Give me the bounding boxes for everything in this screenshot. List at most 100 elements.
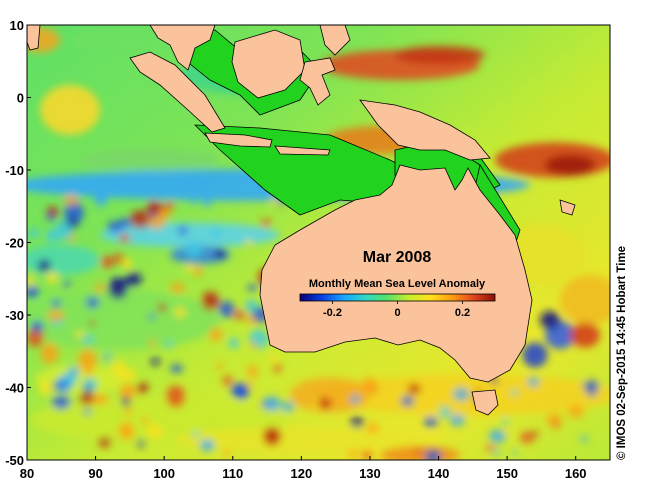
eddy-patch — [261, 396, 282, 411]
eddy-patch — [361, 377, 378, 390]
eddy-patch — [27, 285, 39, 298]
lon-tick-label: 90 — [88, 466, 102, 481]
eddy-patch — [527, 377, 540, 387]
eddy-patch — [174, 306, 186, 318]
eddy-patch — [269, 355, 280, 363]
eddy-patch — [47, 310, 65, 321]
eddy-patch — [318, 397, 332, 409]
eddy-patch — [148, 340, 157, 346]
eddy-patch — [163, 201, 174, 211]
eddy-patch — [151, 356, 160, 366]
anomaly-patch — [395, 46, 485, 64]
eddy-patch — [95, 283, 105, 293]
anomaly-patch — [27, 290, 220, 350]
eddy-patch — [46, 271, 59, 284]
eddy-patch — [453, 387, 470, 401]
lat-tick-label: -40 — [5, 381, 24, 396]
anomaly-patch — [545, 155, 595, 175]
eddy-patch — [37, 259, 51, 272]
eddy-patch — [64, 201, 84, 225]
anomaly-patch — [175, 427, 425, 453]
lon-tick-label: 110 — [222, 466, 243, 481]
land-tasmania — [471, 389, 499, 416]
eddy-patch — [86, 297, 100, 308]
eddy-patch — [347, 449, 358, 458]
eddy-patch — [62, 280, 71, 287]
eddy-patch — [349, 416, 365, 429]
eddy-patch — [63, 195, 79, 206]
eddy-patch — [504, 429, 511, 436]
credit-text: © IMOS 02-Sep-2015 14:45 Hobart Time — [616, 246, 628, 460]
eddy-patch — [88, 320, 96, 326]
colorbar — [299, 293, 496, 302]
plot-area — [27, 25, 610, 460]
eddy-patch — [193, 266, 203, 277]
land-borneo — [231, 29, 306, 99]
eddy-patch — [113, 253, 124, 265]
eddy-patch — [424, 449, 442, 460]
colorbar-tick-label: 0 — [394, 307, 400, 319]
lon-tick-label: 130 — [359, 466, 381, 481]
eddy-patch — [449, 414, 465, 427]
lat-tick-label: -20 — [5, 236, 24, 251]
eddy-patch — [349, 395, 361, 404]
eddy-patch — [247, 365, 259, 378]
eddy-patch — [210, 228, 221, 239]
anomaly-patch — [100, 222, 280, 248]
eddy-patch — [78, 349, 97, 371]
eddy-patch — [118, 422, 135, 440]
eddy-patch — [170, 283, 185, 293]
colorbar-tick-label: 0.2 — [455, 307, 470, 319]
eddy-patch — [165, 341, 173, 348]
eddy-patch — [56, 376, 71, 393]
eddy-patch — [218, 300, 235, 318]
eddy-patch — [27, 327, 45, 347]
land-philippines — [319, 25, 351, 56]
eddy-patch — [130, 210, 150, 229]
land-new-guinea — [359, 99, 491, 161]
eddy-patch — [121, 397, 131, 407]
anomaly-patch — [70, 30, 150, 50]
anomaly-patch — [80, 149, 220, 171]
eddy-patch — [228, 337, 239, 349]
eddy-patch — [247, 284, 257, 292]
land-india — [27, 25, 41, 51]
land-new-caledonia — [559, 199, 576, 216]
eddy-patch — [104, 353, 111, 361]
eddy-patch — [201, 291, 220, 311]
eddy-patch — [567, 405, 584, 418]
eddy-patch — [141, 417, 149, 425]
eddy-patch — [209, 327, 223, 341]
eddy-patch — [199, 439, 215, 452]
eddy-patch — [121, 257, 133, 270]
lon-tick-label: 140 — [428, 466, 450, 481]
lon-tick-label: 80 — [20, 466, 34, 481]
eddy-patch — [400, 395, 414, 407]
eddy-patch — [413, 448, 422, 456]
eddy-patch — [170, 364, 184, 373]
eddy-patch — [486, 444, 495, 452]
lat-tick-label: 0 — [17, 91, 24, 106]
eddy-patch — [510, 389, 519, 396]
lat-tick-label: -50 — [5, 453, 24, 468]
longitude-axis: 80 90 100 110 120 130 140 150 160 — [20, 456, 587, 481]
eddy-patch — [40, 343, 59, 365]
eddy-patch — [158, 303, 166, 312]
eddy-patch — [546, 413, 562, 426]
eddy-patch — [158, 209, 172, 218]
lon-tick-label: 100 — [153, 466, 175, 481]
eddy-patch — [185, 240, 203, 259]
eddy-patch — [501, 418, 510, 425]
eddy-patch — [107, 221, 123, 233]
eddy-patch — [94, 193, 108, 207]
eddy-patch — [108, 277, 128, 300]
anomaly-patch — [27, 27, 60, 53]
eddy-patch — [190, 199, 197, 205]
eddy-patch — [192, 431, 200, 438]
eddy-patch — [245, 239, 252, 246]
eddy-patch — [31, 321, 44, 333]
anomaly-patch — [290, 377, 370, 413]
eddy-patch — [83, 409, 92, 415]
eddy-patch — [124, 408, 134, 416]
eddy-patch — [281, 401, 295, 413]
